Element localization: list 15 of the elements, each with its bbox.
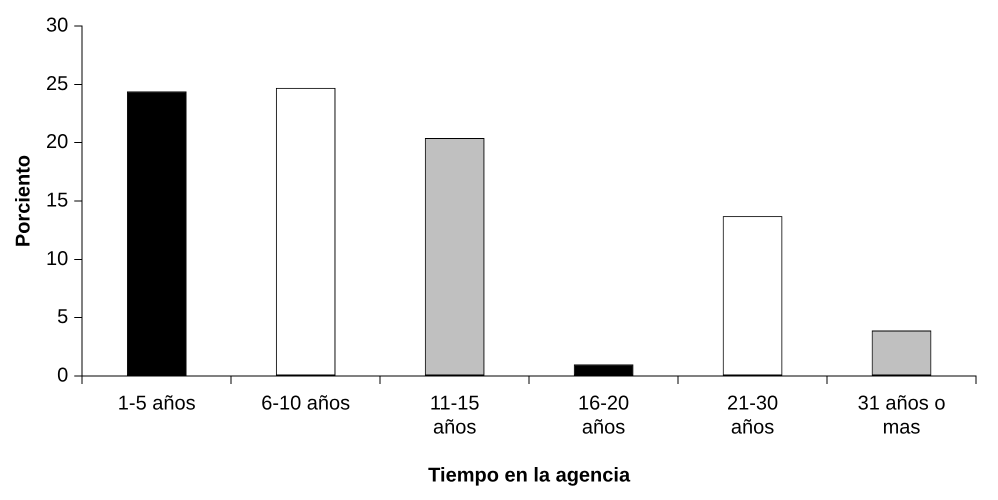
y-tick-label: 0: [57, 364, 68, 387]
x-tick-label: 11-15 años: [430, 392, 480, 439]
y-tick-label: 30: [46, 14, 68, 37]
x-tick-label: 21-30 años: [726, 392, 778, 439]
y-tick-label: 5: [57, 306, 68, 328]
y-tick-label: 20: [46, 131, 68, 154]
y-axis-title: Porciento: [12, 154, 35, 248]
x-tick-label: 1-5 años: [118, 392, 196, 415]
x-tick-label: 6-10 años: [261, 392, 350, 415]
y-tick-label: 25: [46, 72, 68, 95]
y-tick-label: 15: [46, 190, 68, 212]
x-axis-title: Tiempo en la agencia: [428, 464, 631, 487]
y-tick-label: 10: [46, 248, 68, 270]
x-tick-label: 31 años o mas: [858, 392, 946, 439]
x-tick-label: 16-20 años: [578, 392, 630, 439]
